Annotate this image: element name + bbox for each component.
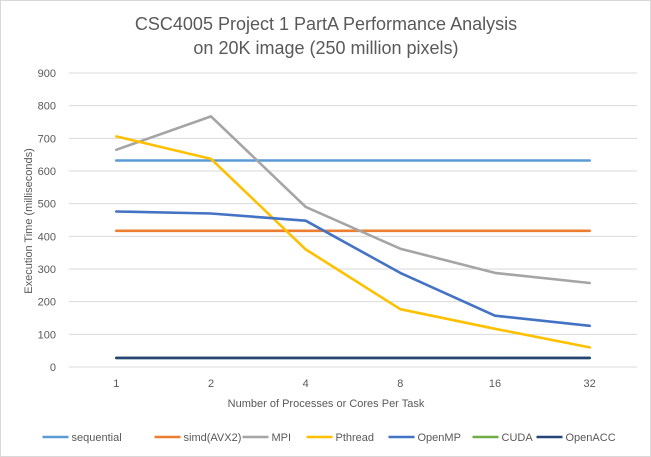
x-tick-label: 1 [113, 378, 119, 390]
y-tick-label: 100 [38, 329, 56, 341]
x-axis-tick-labels: 1 2 4 8 16 32 [113, 378, 596, 390]
y-tick-label: 0 [50, 362, 56, 374]
chart-title-line-2: on 20K image (250 million pixels) [193, 38, 458, 58]
series-lines [115, 115, 592, 360]
legend: sequential simd(AVX2) MPI Pthread OpenMP CUDA… [42, 432, 616, 444]
legend-label: Pthread [336, 432, 375, 444]
x-tick-label: 16 [489, 378, 501, 390]
x-tick-label: 8 [397, 378, 403, 390]
y-tick-label: 600 [38, 166, 56, 178]
legend-item-pthread: Pthread [306, 432, 375, 444]
series-line-pthread [115, 135, 592, 349]
legend-item-cuda: CUDA [472, 432, 534, 444]
legend-item-simd-avx2: simd(AVX2) [154, 432, 242, 444]
x-tick-label: 4 [303, 378, 309, 390]
y-tick-label: 900 [38, 68, 56, 80]
y-tick-label: 700 [38, 133, 56, 145]
y-tick-label: 500 [38, 199, 56, 211]
x-axis-title: Number of Processes or Cores Per Task [228, 398, 425, 410]
legend-label: OpenMP [418, 432, 461, 444]
y-axis-title: Execution Time (milliseconds) [23, 148, 35, 294]
legend-label: simd(AVX2) [184, 432, 242, 444]
series-line-openmp [115, 210, 592, 328]
gridlines [69, 72, 637, 368]
chart-title: CSC4005 Project 1 PartA Performance Anal… [135, 14, 517, 58]
legend-label: CUDA [502, 432, 534, 444]
y-axis-tick-labels: 0 100 200 300 400 500 600 700 800 900 [38, 68, 56, 374]
x-tick-label: 2 [208, 378, 214, 390]
legend-item-sequential: sequential [42, 432, 122, 444]
legend-label: sequential [72, 432, 122, 444]
y-tick-label: 400 [38, 231, 56, 243]
legend-label: OpenACC [566, 432, 616, 444]
y-tick-label: 300 [38, 264, 56, 276]
x-tick-label: 32 [584, 378, 596, 390]
legend-item-openacc: OpenACC [536, 432, 616, 444]
y-tick-label: 800 [38, 101, 56, 113]
y-tick-label: 200 [38, 297, 56, 309]
chart-title-line-1: CSC4005 Project 1 PartA Performance Anal… [135, 14, 517, 34]
legend-item-mpi: MPI [242, 432, 292, 444]
legend-label: MPI [272, 432, 292, 444]
series-line-mpi [115, 115, 592, 285]
legend-item-openmp: OpenMP [388, 432, 461, 444]
